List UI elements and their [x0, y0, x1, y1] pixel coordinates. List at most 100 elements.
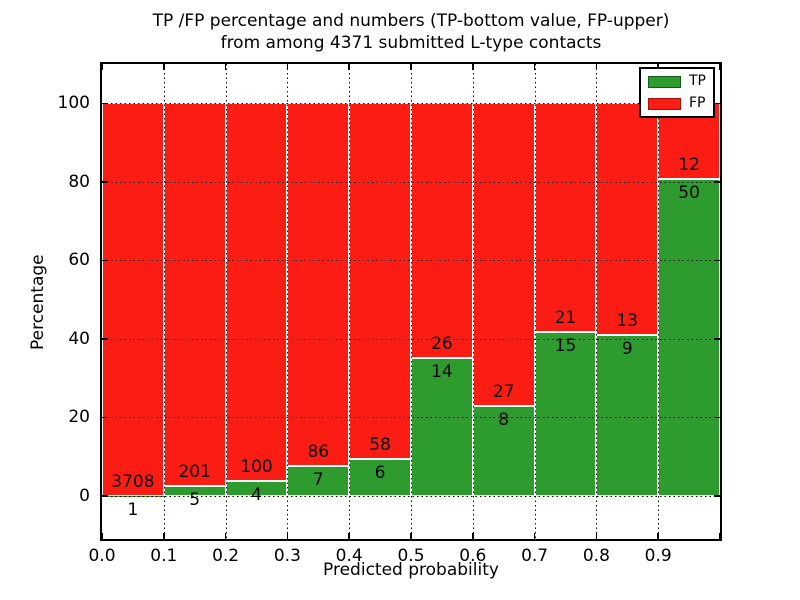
gridline-vertical — [411, 64, 412, 539]
y-tick-mark — [102, 181, 108, 183]
gridline-vertical — [163, 64, 165, 539]
y-tick-mark — [102, 338, 108, 340]
y-tick-mark-right — [714, 338, 720, 340]
gridline-vertical — [225, 64, 227, 539]
x-tick-label: 0.4 — [335, 546, 363, 566]
y-tick-label: 60 — [68, 250, 90, 271]
y-tick-label: 100 — [57, 93, 90, 114]
bar-segment-tp — [287, 466, 350, 496]
y-tick-label: 40 — [68, 328, 90, 349]
y-tick-mark — [102, 259, 108, 262]
x-tick-mark — [348, 533, 350, 539]
bar-label-tp-count: 1 — [127, 499, 139, 520]
bar-label-fp-count: 21 — [554, 308, 577, 329]
x-tick-label: 0.5 — [397, 546, 425, 566]
x-tick-label: 0.2 — [212, 546, 240, 566]
x-tick-mark-top — [348, 64, 350, 70]
x-tick-label: 0.0 — [88, 546, 116, 566]
x-tick-label: 0.1 — [150, 546, 178, 566]
gridline-vertical — [287, 64, 289, 539]
y-tick-mark-right — [714, 416, 720, 419]
x-tick-mark-top — [286, 64, 289, 70]
bar-segment-fp — [349, 103, 411, 459]
x-tick-mark — [101, 533, 103, 539]
x-tick-mark-top — [719, 64, 721, 70]
bar-label-fp-count: 13 — [616, 311, 639, 332]
bar-segment-fp — [163, 103, 226, 487]
x-tick-mark — [163, 533, 165, 539]
bar-segment-fp — [287, 103, 350, 467]
y-tick-mark-right — [714, 495, 720, 497]
bar-label-tp-count: 15 — [554, 336, 577, 357]
gridline-vertical — [658, 64, 660, 539]
y-tick-label: 80 — [68, 171, 90, 192]
x-tick-mark — [657, 533, 659, 539]
bar-label-fp-count: 27 — [492, 382, 515, 403]
bar-segment-tp — [472, 406, 535, 496]
bar-segment-fp — [225, 103, 288, 481]
x-tick-label: 0.3 — [273, 546, 301, 566]
y-tick-mark-right — [714, 102, 720, 104]
bar-label-fp-count: 100 — [240, 456, 273, 477]
bar-label-fp-count: 3708 — [111, 471, 155, 492]
chart-title-line1: TP /FP percentage and numbers (TP-bottom… — [152, 11, 670, 31]
bar-label-tp-count: 14 — [431, 362, 453, 383]
x-tick-label: 0.9 — [644, 546, 672, 566]
y-tick-mark-right — [714, 259, 720, 262]
bar-segment-tp — [349, 458, 411, 496]
bar-label-fp-count: 86 — [307, 442, 330, 463]
x-tick-mark — [472, 533, 474, 539]
x-tick-mark — [286, 533, 289, 539]
y-tick-mark — [102, 102, 108, 104]
y-axis-label: Percentage — [28, 254, 48, 350]
bar-label-fp-count: 201 — [178, 462, 211, 483]
bar-segment-tp — [534, 332, 597, 496]
y-tick-label: 20 — [68, 407, 90, 428]
bar-segment-fp — [596, 103, 659, 336]
x-tick-mark — [410, 533, 412, 539]
gridline-vertical — [534, 64, 536, 539]
x-tick-mark — [719, 533, 721, 539]
x-tick-mark-top — [472, 64, 474, 70]
legend-tp-label: TP — [689, 73, 706, 89]
y-tick-label: 0 — [79, 485, 90, 506]
x-tick-mark — [224, 533, 227, 539]
bar-label-tp-count: 8 — [498, 410, 510, 431]
y-tick-mark — [102, 495, 108, 497]
chart-title-line2: from among 4371 submitted L-type contact… — [220, 33, 602, 53]
bar-segment-tp — [411, 358, 473, 496]
x-tick-mark — [533, 533, 536, 539]
x-tick-mark — [595, 533, 598, 539]
bar-segment-fp — [102, 103, 164, 496]
legend-fp-label: FP — [689, 95, 706, 111]
x-tick-mark-top — [533, 64, 536, 70]
x-tick-mark-top — [410, 64, 412, 70]
bar-segment-tp — [596, 335, 659, 496]
bar-label-tp-count: 9 — [621, 339, 633, 360]
bar-label-tp-count: 7 — [312, 470, 324, 491]
legend-item-fp: FP — [648, 96, 706, 111]
y-tick-mark — [102, 416, 108, 419]
bar-label-fp-count: 58 — [369, 434, 391, 455]
bar-label-tp-count: 4 — [251, 484, 262, 505]
x-tick-mark-top — [224, 64, 227, 70]
gridline-vertical — [596, 64, 598, 539]
bar-label-tp-count: 6 — [374, 462, 386, 483]
x-tick-label: 0.8 — [582, 546, 610, 566]
gridline-vertical — [472, 64, 474, 539]
legend-item-tp: TP — [648, 74, 706, 89]
legend: TP FP — [639, 67, 715, 118]
y-tick-mark-right — [714, 181, 720, 183]
bar-label-fp-count: 12 — [678, 155, 700, 176]
x-tick-mark-top — [101, 64, 103, 70]
bar-segment-fp — [411, 103, 473, 359]
gridline-vertical — [349, 64, 351, 539]
x-tick-mark-top — [163, 64, 165, 70]
legend-fp-swatch-icon — [648, 97, 681, 110]
plot-area: TP FP 3708 1 201 5 100 4 86 7 58 6 26 14 27 8 21 15 13 9 1… — [100, 62, 722, 541]
bar-label-tp-count: 50 — [678, 183, 700, 204]
bar-segment-fp — [534, 103, 597, 333]
x-tick-label: 0.6 — [459, 546, 487, 566]
bar-segment-tp — [658, 179, 720, 496]
